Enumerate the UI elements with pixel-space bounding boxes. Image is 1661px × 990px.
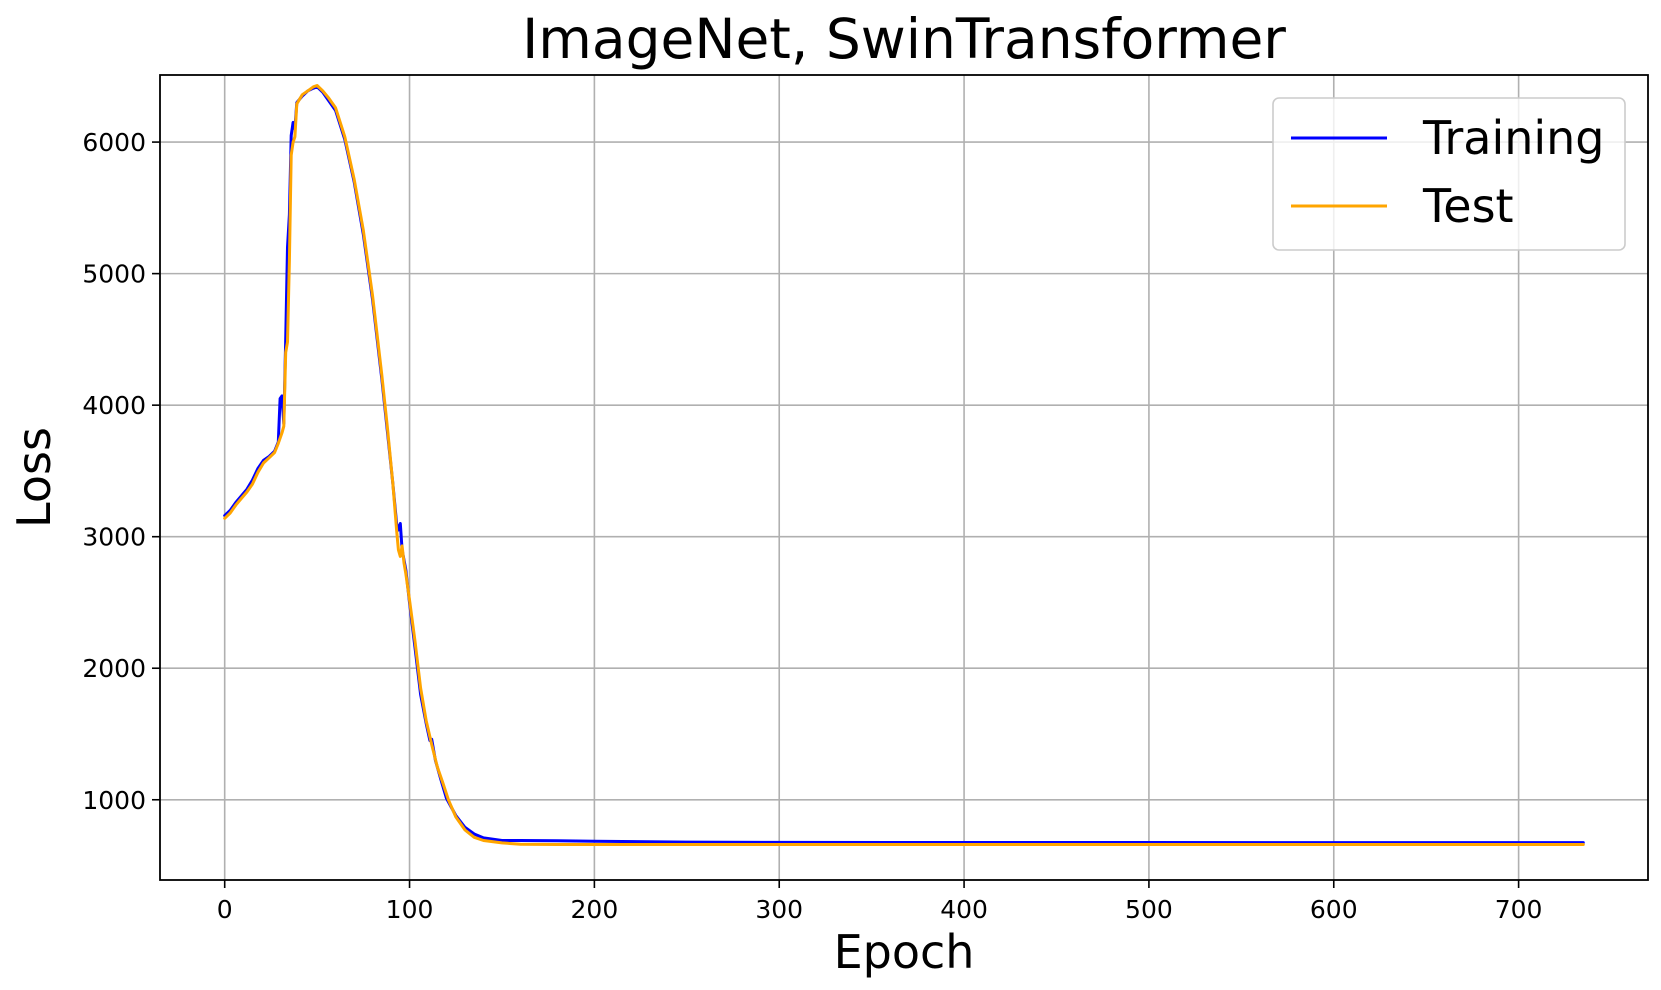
legend-item-training: Training: [1291, 111, 1605, 165]
x-tick-label: 100: [386, 895, 434, 924]
axis-ticks: 0 100 200 300 400 500 600 700 1000 2000 3000 4000 50…: [82, 128, 1542, 924]
plot-frame: [159, 74, 1649, 881]
x-tick-label: 500: [1125, 895, 1173, 924]
legend-items: Training Test: [1291, 111, 1605, 233]
x-tick-label: 400: [940, 895, 988, 924]
y-tick-label: 3000: [82, 523, 146, 552]
y-tick-label: 4000: [82, 391, 146, 420]
x-tick-label: 0: [217, 895, 233, 924]
x-tick-label: 600: [1310, 895, 1358, 924]
y-tick-label: 1000: [82, 786, 146, 815]
series-line-test: [223, 84, 1585, 846]
legend-label: Test: [1422, 179, 1514, 233]
x-tick-label: 300: [755, 895, 803, 924]
x-tick-label: 700: [1495, 895, 1543, 924]
y-axis-label: Loss: [7, 427, 61, 528]
series-lines: [223, 84, 1585, 846]
y-tick-label: 5000: [82, 260, 146, 289]
chart-title: ImageNet, SwinTransformer: [522, 7, 1286, 71]
y-tick-label: 2000: [82, 654, 146, 683]
y-tick-label: 6000: [82, 128, 146, 157]
legend-box: [1272, 97, 1626, 251]
legend-item-test: Test: [1291, 179, 1514, 233]
legend: Training Test: [1272, 97, 1626, 251]
x-tick-label: 200: [571, 895, 619, 924]
legend-label: Training: [1422, 111, 1605, 165]
x-axis-label: Epoch: [834, 925, 975, 979]
